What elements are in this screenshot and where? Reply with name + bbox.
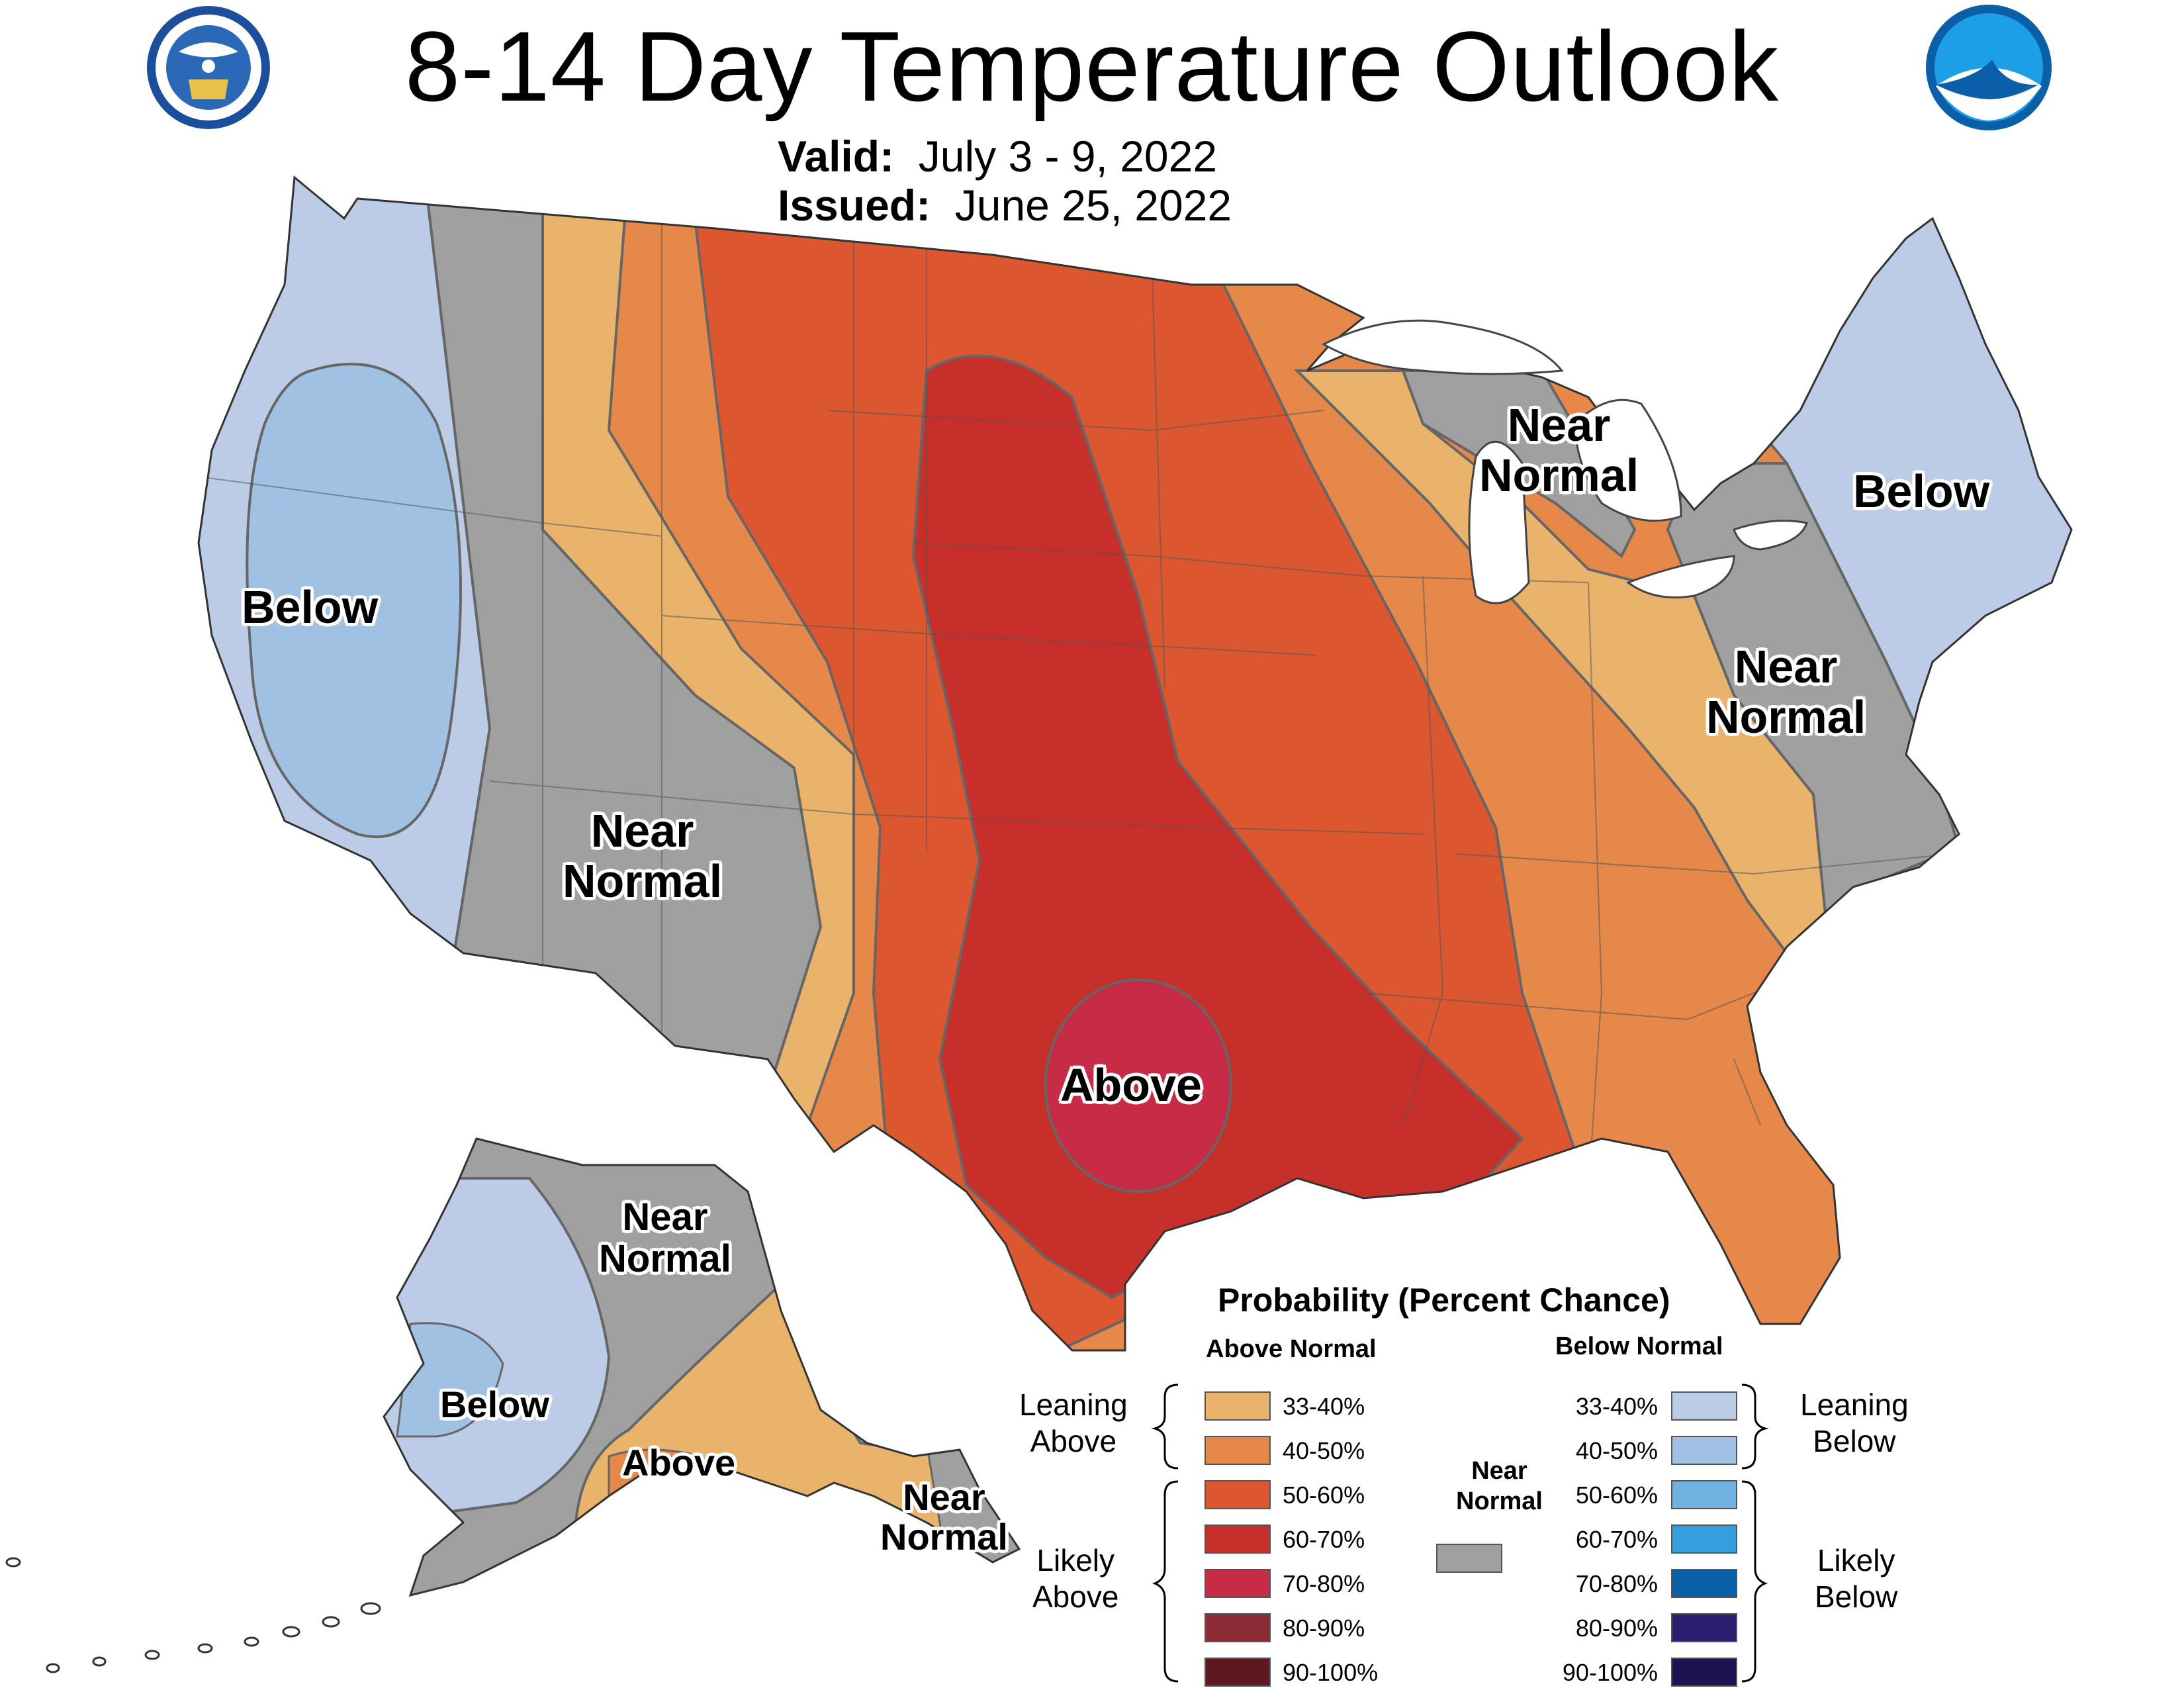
above-range-4: 70-80% <box>1283 1570 1365 1597</box>
legend-likely-below: Likely Below <box>1815 1543 1898 1615</box>
above-range-0: 33-40% <box>1283 1393 1365 1420</box>
commerce-seal-icon <box>147 6 270 129</box>
below-range-0: 33-40% <box>1575 1393 1658 1420</box>
below-swatch-4 <box>1671 1569 1737 1598</box>
above-range-1: 40-50% <box>1283 1437 1365 1464</box>
legend-near-normal-label: Near Normal <box>1456 1457 1543 1515</box>
below-range-1: 40-50% <box>1575 1437 1658 1464</box>
above-swatch-2 <box>1205 1480 1271 1509</box>
conus-outline <box>197 175 2073 1352</box>
alaska-outline <box>383 1137 1021 1597</box>
below-swatch-5 <box>1671 1613 1737 1642</box>
label-texas-above: Above <box>1060 1059 1202 1111</box>
below-swatch-6 <box>1671 1658 1737 1687</box>
below-swatch-0 <box>1671 1391 1737 1421</box>
above-range-2: 50-60% <box>1283 1481 1365 1509</box>
issued-value: June 25, 2022 <box>954 180 1232 230</box>
above-swatch-3 <box>1205 1524 1271 1554</box>
valid-label: Valid: <box>778 132 895 181</box>
above-range-3: 60-70% <box>1283 1526 1365 1553</box>
below-range-4: 70-80% <box>1575 1570 1658 1597</box>
label-alaska-near-normal: Near Normal <box>599 1196 731 1280</box>
legend-braces <box>1151 1383 1769 1683</box>
above-swatch-0 <box>1205 1391 1271 1421</box>
conus-temperature-bands <box>199 177 2071 1350</box>
label-alaska-below: Below <box>440 1383 549 1425</box>
legend-above-heading: Above Normal <box>1206 1335 1377 1363</box>
label-midatlantic-near-normal: Near Normal <box>1706 641 1866 743</box>
legend-leaning-above: Leaning Above <box>1019 1387 1128 1459</box>
label-west-below: Below <box>242 581 379 633</box>
legend-title: Probability (Percent Chance) <box>1218 1282 1670 1319</box>
page-title: 8-14 Day Temperature Outlook <box>404 11 1780 122</box>
legend-likely-above: Likely Above <box>1032 1543 1119 1615</box>
label-northeast-below: Below <box>1853 465 1990 517</box>
label-alaska-above: Above <box>622 1442 736 1483</box>
great-lakes <box>1321 319 1808 604</box>
aleutian-islands <box>5 1557 381 1673</box>
below-swatch-1 <box>1671 1436 1737 1465</box>
issued-label: Issued: <box>778 180 931 230</box>
above-swatch-6 <box>1205 1658 1271 1687</box>
legend-leaning-below: Leaning Below <box>1800 1387 1909 1459</box>
legend-near-normal-swatch <box>1436 1544 1502 1573</box>
above-range-6: 90-100% <box>1283 1659 1379 1686</box>
below-swatch-3 <box>1671 1524 1737 1554</box>
label-alaska-se-near-normal: Near Normal <box>880 1476 1008 1558</box>
noaa-logo-icon <box>1926 5 2052 130</box>
label-great-lakes-near-normal: Near Normal <box>1479 399 1639 501</box>
below-range-3: 60-70% <box>1575 1526 1658 1553</box>
valid-value: July 3 - 9, 2022 <box>918 132 1218 181</box>
above-swatch-5 <box>1205 1613 1271 1642</box>
valid-issued-dates: Valid: July 3 - 9, 2022 Issued: June 25,… <box>778 132 1232 230</box>
above-range-5: 80-90% <box>1283 1615 1365 1642</box>
legend-below-heading: Below Normal <box>1555 1333 1723 1360</box>
below-swatch-2 <box>1671 1480 1737 1509</box>
above-swatch-4 <box>1205 1569 1271 1598</box>
below-range-6: 90-100% <box>1562 1659 1658 1686</box>
below-range-2: 50-60% <box>1575 1481 1658 1509</box>
above-swatch-1 <box>1205 1436 1271 1465</box>
below-range-5: 80-90% <box>1575 1615 1658 1642</box>
label-southwest-near-normal: Near Normal <box>563 805 723 907</box>
